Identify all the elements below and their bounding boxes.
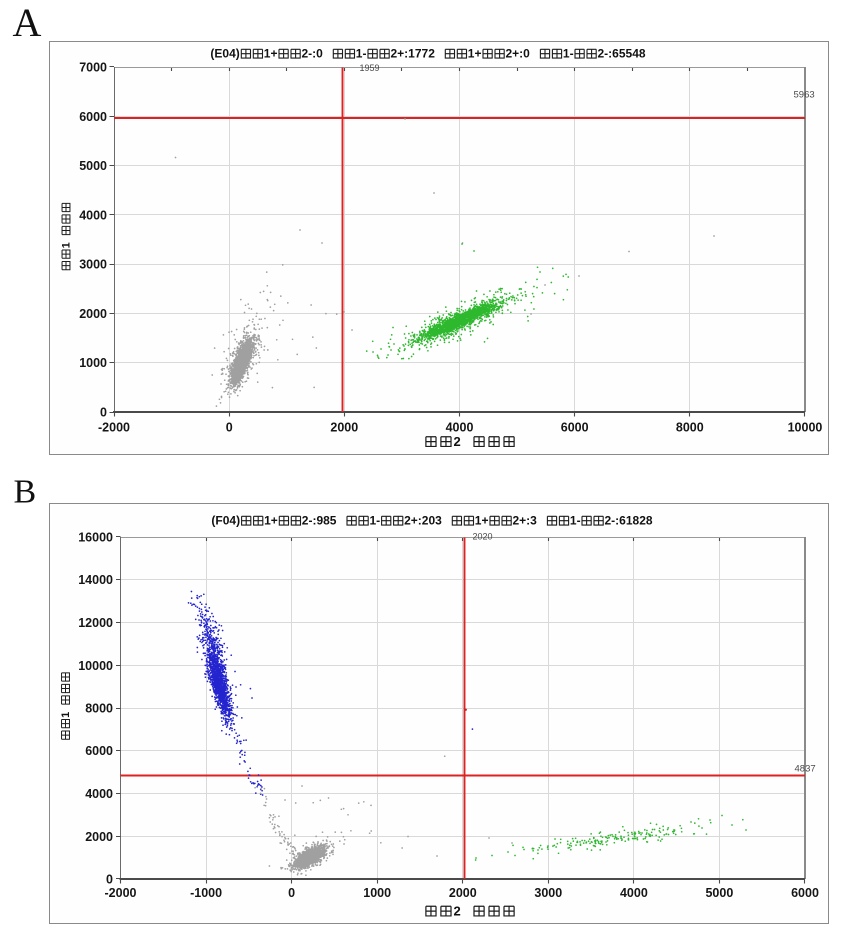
svg-text:5000: 5000 — [705, 886, 733, 900]
svg-text:2000: 2000 — [85, 830, 113, 844]
svg-text:0: 0 — [226, 421, 233, 435]
svg-text:2-:985: 2-:985 — [302, 514, 337, 528]
svg-text:8000: 8000 — [85, 702, 113, 716]
svg-text:16000: 16000 — [78, 531, 113, 545]
svg-text:2-:61828: 2-:61828 — [605, 514, 653, 528]
svg-text:1+: 1+ — [264, 47, 278, 61]
svg-text:0: 0 — [106, 873, 113, 887]
svg-text:0: 0 — [100, 406, 107, 420]
svg-text:1959: 1959 — [360, 63, 380, 73]
svg-text:5963: 5963 — [794, 90, 815, 101]
svg-text:2000: 2000 — [79, 307, 107, 321]
svg-text:10000: 10000 — [78, 659, 113, 673]
svg-text:2000: 2000 — [330, 421, 358, 435]
svg-text:4837: 4837 — [795, 764, 816, 775]
svg-text:6000: 6000 — [561, 421, 589, 435]
svg-text:-2000: -2000 — [105, 886, 137, 900]
svg-text:B: B — [14, 474, 37, 511]
svg-text:1+: 1+ — [264, 514, 278, 528]
svg-text:6000: 6000 — [79, 110, 107, 124]
svg-text:2020: 2020 — [473, 532, 493, 542]
svg-text:1000: 1000 — [363, 886, 391, 900]
svg-text:2000: 2000 — [449, 886, 477, 900]
svg-text:10000: 10000 — [788, 421, 823, 435]
svg-text:A: A — [13, 0, 42, 45]
svg-text:1-: 1- — [370, 514, 381, 528]
svg-text:5000: 5000 — [79, 159, 107, 173]
svg-text:2-:65548: 2-:65548 — [598, 47, 646, 61]
svg-text:4000: 4000 — [85, 787, 113, 801]
svg-text:1000: 1000 — [79, 356, 107, 370]
svg-text:2+:1772: 2+:1772 — [391, 47, 436, 61]
svg-text:2+:3: 2+:3 — [513, 514, 538, 528]
svg-text:1+: 1+ — [475, 514, 489, 528]
svg-text:4000: 4000 — [620, 886, 648, 900]
svg-text:7000: 7000 — [79, 61, 107, 75]
svg-text:(F04): (F04) — [211, 514, 240, 528]
svg-text:(E04): (E04) — [210, 47, 239, 61]
svg-text:2: 2 — [454, 434, 472, 449]
svg-text:4000: 4000 — [446, 421, 474, 435]
svg-text:2+:0: 2+:0 — [506, 47, 531, 61]
svg-text:3000: 3000 — [534, 886, 562, 900]
svg-text:6000: 6000 — [791, 886, 819, 900]
svg-text:14000: 14000 — [78, 573, 113, 587]
svg-text:12000: 12000 — [78, 616, 113, 630]
svg-text:2-:0: 2-:0 — [302, 47, 324, 61]
svg-text:1: 1 — [61, 236, 73, 248]
svg-text:-1000: -1000 — [190, 886, 222, 900]
svg-text:1-: 1- — [356, 47, 367, 61]
svg-text:6000: 6000 — [85, 744, 113, 758]
svg-text:1-: 1- — [570, 514, 581, 528]
svg-text:2+:203: 2+:203 — [404, 514, 442, 528]
svg-text:4000: 4000 — [79, 208, 107, 222]
svg-text:1+: 1+ — [468, 47, 482, 61]
svg-text:2: 2 — [454, 904, 472, 919]
svg-text:8000: 8000 — [676, 421, 704, 435]
svg-text:1-: 1- — [563, 47, 574, 61]
svg-text:1: 1 — [60, 706, 72, 718]
svg-text:0: 0 — [288, 886, 295, 900]
svg-text:3000: 3000 — [79, 258, 107, 272]
svg-text:-2000: -2000 — [98, 421, 130, 435]
